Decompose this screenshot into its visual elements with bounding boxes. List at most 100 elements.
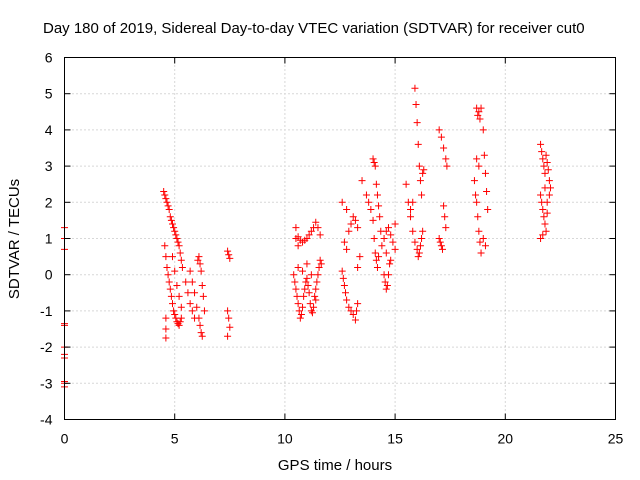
data-point: [479, 235, 487, 242]
data-point: [226, 254, 234, 262]
data-point: [416, 177, 424, 185]
data-point: [225, 314, 233, 322]
data-point: [543, 198, 551, 206]
data-point: [165, 278, 173, 286]
x-tick-label: 0: [61, 431, 69, 447]
data-point: [188, 278, 196, 286]
data-point: [314, 224, 322, 232]
data-point: [224, 332, 232, 340]
data-point: [161, 242, 169, 250]
data-point: [312, 285, 320, 293]
data-point: [412, 101, 420, 109]
data-point: [307, 307, 315, 315]
data-point: [162, 334, 170, 342]
data-point: [313, 278, 321, 286]
y-tick-label: 0: [45, 267, 53, 283]
data-point: [171, 227, 179, 235]
data-point: [162, 253, 170, 261]
data-point: [163, 198, 171, 206]
data-point: [294, 233, 302, 241]
data-point: [475, 227, 483, 235]
data-point: [197, 329, 205, 337]
data-point: [292, 224, 300, 232]
data-point: [224, 247, 232, 255]
data-point: [372, 180, 380, 188]
data-point: [402, 180, 410, 188]
data-point: [296, 314, 304, 322]
x-tick-label: 25: [608, 431, 624, 447]
data-point: [182, 278, 190, 286]
data-point: [541, 184, 549, 192]
data-point: [303, 235, 311, 242]
data-point: [168, 253, 176, 261]
x-axis-label: GPS time / hours: [278, 457, 392, 474]
data-point: [347, 220, 355, 228]
data-point: [292, 285, 300, 293]
data-point: [171, 311, 179, 319]
data-point: [186, 267, 194, 275]
data-point: [387, 256, 395, 264]
data-point: [176, 318, 184, 326]
data-point: [415, 162, 423, 170]
y-tick-label: -4: [40, 412, 53, 428]
data-point: [196, 321, 204, 329]
y-tick-label: 6: [45, 50, 53, 66]
data-point: [436, 238, 444, 246]
data-point: [413, 245, 421, 253]
data-point: [338, 267, 346, 275]
data-point: [305, 289, 313, 297]
data-point: [162, 314, 170, 322]
data-point: [316, 256, 324, 264]
data-point: [481, 242, 489, 250]
data-point: [378, 242, 386, 250]
data-point: [343, 296, 351, 304]
data-point: [382, 285, 390, 293]
data-point: [343, 206, 351, 214]
data-point: [541, 169, 549, 177]
data-point: [369, 216, 377, 224]
data-point: [186, 300, 194, 308]
data-point: [314, 271, 322, 279]
data-point: [411, 84, 419, 92]
data-point: [370, 235, 378, 242]
data-point: [195, 253, 203, 261]
data-point: [184, 289, 192, 297]
data-point: [407, 206, 415, 214]
data-point: [170, 224, 178, 232]
data-point: [295, 307, 303, 315]
data-point: [442, 155, 450, 163]
data-point: [191, 289, 199, 297]
data-point: [386, 260, 394, 268]
data-point: [173, 235, 181, 242]
data-point: [481, 169, 489, 177]
data-point: [225, 251, 233, 259]
data-point: [437, 133, 445, 141]
chart-title: Day 180 of 2019, Sidereal Day-to-day VTE…: [43, 20, 585, 37]
data-point: [474, 213, 482, 221]
data-point: [173, 282, 181, 290]
data-point: [178, 263, 186, 271]
data-point: [484, 206, 492, 214]
data-point: [293, 292, 301, 300]
data-point: [542, 151, 550, 159]
data-point: [409, 227, 417, 235]
data-point: [540, 162, 548, 170]
data-point: [226, 323, 234, 331]
data-point: [387, 231, 395, 239]
data-point: [315, 263, 323, 271]
data-point: [172, 231, 180, 239]
data-point: [539, 231, 547, 239]
data-point: [538, 148, 546, 156]
data-point: [161, 191, 169, 199]
data-point: [303, 260, 311, 268]
data-point: [164, 202, 172, 210]
y-tick-label: 5: [45, 86, 53, 102]
data-point: [301, 285, 309, 293]
x-tick-label: 20: [498, 431, 514, 447]
data-point: [297, 311, 305, 319]
data-point: [537, 191, 545, 199]
data-point: [440, 144, 448, 152]
data-point: [479, 126, 487, 134]
data-point: [294, 242, 302, 250]
